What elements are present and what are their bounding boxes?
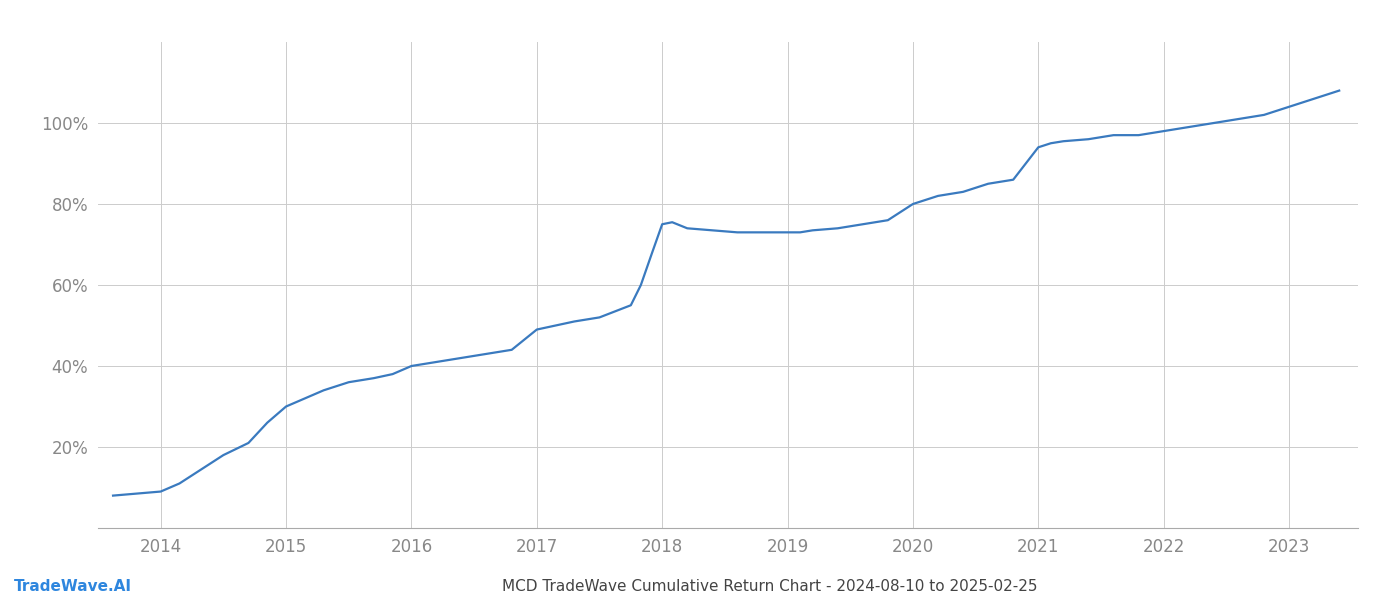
Text: TradeWave.AI: TradeWave.AI [14, 579, 132, 594]
Text: MCD TradeWave Cumulative Return Chart - 2024-08-10 to 2025-02-25: MCD TradeWave Cumulative Return Chart - … [503, 579, 1037, 594]
